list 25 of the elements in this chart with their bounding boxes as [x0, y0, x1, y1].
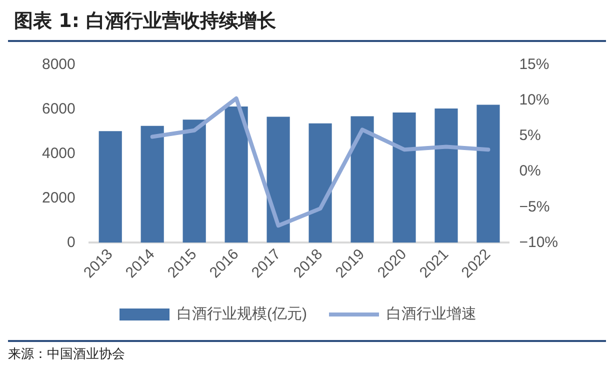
bar — [140, 126, 164, 243]
bar — [476, 104, 500, 243]
y2-tick-label: 10% — [519, 92, 550, 109]
y2-tick-label: 15% — [519, 56, 550, 74]
y2-tick-label: −5% — [519, 198, 550, 216]
bar — [98, 131, 122, 243]
legend-label: 白酒行业增速 — [386, 306, 476, 323]
y-tick-label: 2000 — [42, 189, 76, 206]
y-tick-label: 8000 — [42, 56, 76, 74]
bar — [308, 123, 332, 243]
source-note: 来源：中国酒业协会 — [8, 346, 126, 363]
y2-tick-label: −10% — [519, 234, 558, 251]
legend-label: 白酒行业规模(亿元) — [177, 306, 308, 323]
y-tick-label: 4000 — [42, 144, 76, 162]
bar — [182, 120, 206, 243]
bar — [392, 112, 416, 243]
y-tick-label: 0 — [67, 234, 76, 251]
bar — [434, 108, 458, 243]
bar — [224, 106, 248, 243]
chart-title: 图表 1: 白酒行业营收持续增长 — [8, 8, 606, 42]
y2-tick-label: 0% — [519, 162, 541, 180]
y2-tick-label: 5% — [519, 127, 541, 144]
y-tick-label: 6000 — [42, 100, 76, 118]
bar — [266, 116, 290, 243]
bar — [350, 116, 374, 243]
